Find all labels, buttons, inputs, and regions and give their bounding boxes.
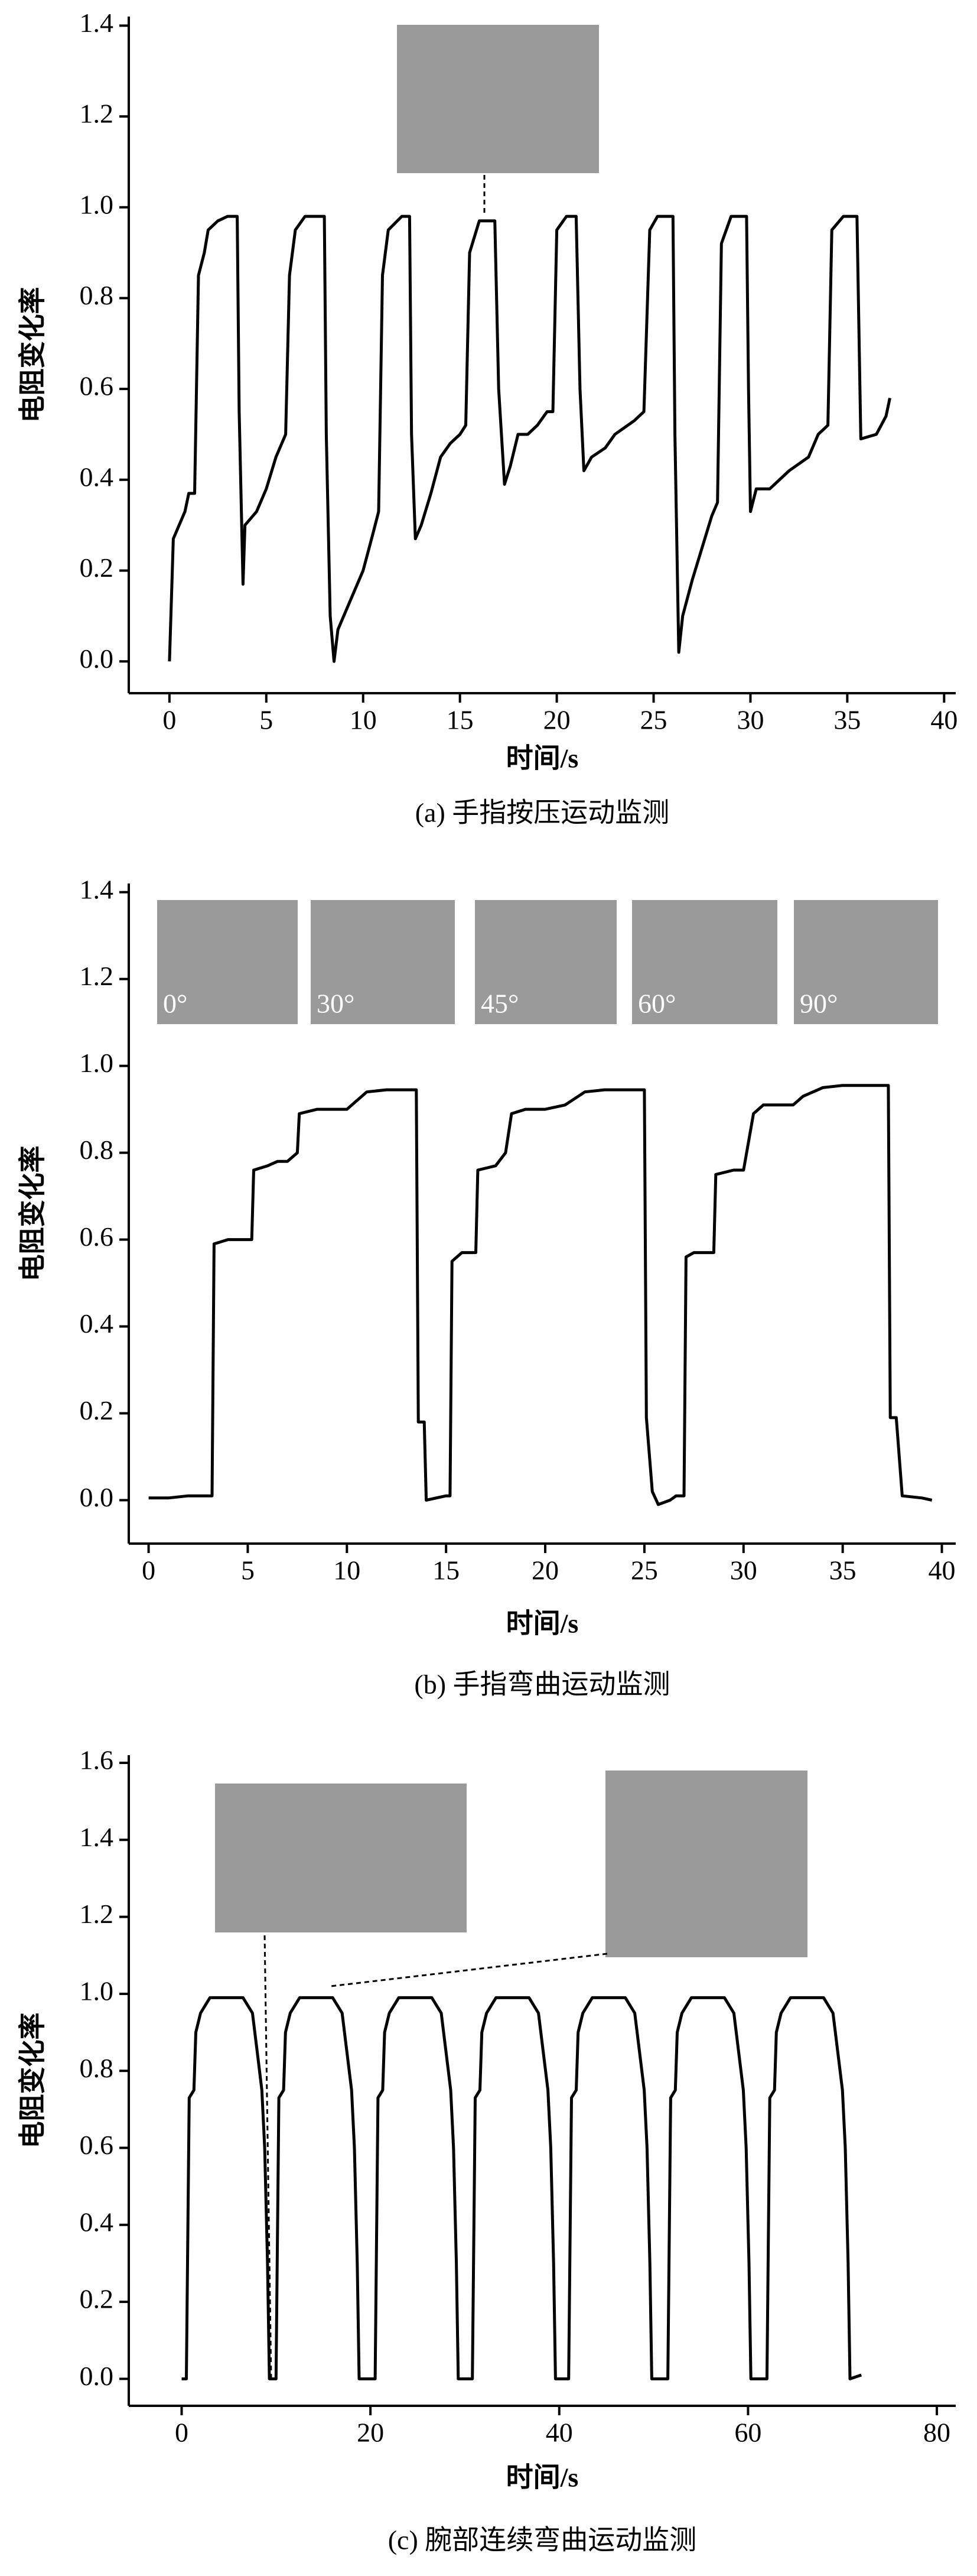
- caption: (a) 手指按压运动监测: [415, 798, 670, 828]
- inset-label: 90°: [800, 989, 838, 1019]
- x-tick-label: 0: [175, 2418, 188, 2448]
- x-tick-label: 25: [640, 705, 667, 735]
- y-tick-label: 0.8: [80, 1135, 114, 1165]
- x-tick-label: 80: [923, 2418, 950, 2448]
- y-tick-label: 1.4: [80, 874, 114, 904]
- data-line: [168, 215, 891, 663]
- x-tick-label: 20: [543, 705, 571, 735]
- y-tick-label: 0.4: [80, 462, 114, 492]
- y-tick-label: 0.6: [80, 1222, 114, 1252]
- inset-label: 0°: [163, 989, 187, 1019]
- inset-label: 45°: [481, 989, 519, 1019]
- y-tick-label: 0.2: [80, 1395, 114, 1425]
- x-tick-label: 0: [142, 1555, 155, 1586]
- x-tick-label: 30: [737, 705, 764, 735]
- y-tick-label: 0.2: [80, 553, 114, 583]
- x-tick-label: 20: [532, 1555, 559, 1586]
- x-tick-label: 35: [829, 1555, 856, 1586]
- y-tick-label: 0.8: [80, 2053, 114, 2083]
- y-tick-label: 1.0: [80, 189, 114, 219]
- data-line: [181, 1996, 862, 2380]
- connector: [330, 1953, 608, 1987]
- y-tick-label: 1.0: [80, 1976, 114, 2006]
- y-tick-label: 0.8: [80, 280, 114, 310]
- x-tick-label: 40: [546, 2418, 573, 2448]
- x-axis-title: 时间/s: [506, 743, 579, 774]
- inset-photo: [632, 900, 777, 1024]
- y-tick-label: 1.4: [80, 8, 114, 38]
- x-tick-label: 40: [930, 705, 958, 735]
- x-tick-label: 20: [357, 2418, 384, 2448]
- y-axis-title: 电阻变化率: [18, 287, 48, 423]
- y-tick-label: 0.0: [80, 644, 114, 674]
- y-tick-label: 0.2: [80, 2284, 114, 2314]
- x-tick-label: 5: [241, 1555, 255, 1586]
- y-tick-label: 0.4: [80, 2207, 114, 2237]
- x-tick-label: 15: [432, 1555, 460, 1586]
- x-tick-label: 30: [730, 1555, 757, 1586]
- inset-photo: [215, 1784, 467, 1932]
- y-tick-label: 1.2: [80, 1899, 114, 1929]
- x-tick-label: 10: [333, 1555, 360, 1586]
- y-tick-label: 1.0: [80, 1048, 114, 1078]
- y-tick-label: 1.6: [80, 1745, 114, 1775]
- inset-label: 60°: [638, 989, 676, 1019]
- inset-photo: [475, 900, 617, 1024]
- x-tick-label: 60: [734, 2418, 761, 2448]
- y-tick-label: 1.2: [80, 961, 114, 991]
- caption: (c) 腕部连续弯曲运动监测: [388, 2525, 697, 2555]
- y-tick-label: 0.6: [80, 371, 114, 401]
- inset-photo: [397, 25, 599, 173]
- x-axis-title: 时间/s: [506, 1609, 579, 1639]
- x-tick-label: 25: [631, 1555, 658, 1586]
- x-tick-label: 15: [447, 705, 474, 735]
- y-tick-label: 1.4: [80, 1822, 114, 1852]
- y-tick-label: 1.2: [80, 99, 114, 129]
- x-tick-label: 40: [928, 1555, 955, 1586]
- x-axis-title: 时间/s: [506, 2463, 579, 2493]
- y-tick-label: 0.4: [80, 1308, 114, 1339]
- inset-photo: [311, 900, 455, 1024]
- y-axis-title: 电阻变化率: [18, 1146, 48, 1282]
- x-tick-label: 5: [259, 705, 273, 735]
- inset-photo: [605, 1771, 807, 1957]
- y-axis-title: 电阻变化率: [18, 2013, 48, 2149]
- inset-label: 30°: [317, 989, 354, 1019]
- y-tick-label: 0.6: [80, 2130, 114, 2160]
- x-tick-label: 0: [162, 705, 176, 735]
- inset-photo: [157, 900, 298, 1024]
- y-tick-label: 0.0: [80, 2361, 114, 2391]
- y-tick-label: 0.0: [80, 1482, 114, 1512]
- inset-photo: [794, 900, 938, 1024]
- x-tick-label: 10: [350, 705, 377, 735]
- data-line: [148, 1084, 933, 1506]
- x-tick-label: 35: [833, 705, 861, 735]
- caption: (b) 手指弯曲运动监测: [414, 1669, 670, 1700]
